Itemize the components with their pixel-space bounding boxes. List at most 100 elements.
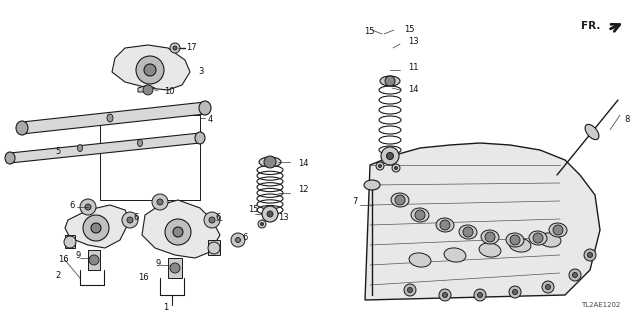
Circle shape — [152, 194, 168, 210]
Circle shape — [569, 269, 581, 281]
Circle shape — [404, 284, 416, 296]
Circle shape — [236, 237, 241, 243]
Circle shape — [83, 215, 109, 241]
Polygon shape — [168, 258, 182, 278]
Ellipse shape — [364, 180, 380, 190]
Polygon shape — [112, 45, 190, 90]
Ellipse shape — [195, 132, 205, 144]
Ellipse shape — [5, 152, 15, 164]
Circle shape — [387, 153, 394, 159]
Polygon shape — [65, 235, 75, 248]
Circle shape — [262, 206, 278, 222]
Polygon shape — [138, 85, 155, 92]
Circle shape — [510, 235, 520, 245]
Text: 14: 14 — [298, 158, 308, 167]
Circle shape — [415, 210, 425, 220]
Ellipse shape — [380, 76, 400, 86]
Circle shape — [463, 227, 473, 237]
Text: 10: 10 — [164, 87, 175, 97]
Text: FR.: FR. — [580, 21, 600, 31]
Circle shape — [85, 204, 91, 210]
Circle shape — [80, 199, 96, 215]
Polygon shape — [10, 133, 200, 163]
Circle shape — [509, 286, 521, 298]
Text: 11: 11 — [408, 63, 419, 73]
Circle shape — [136, 56, 164, 84]
Circle shape — [439, 289, 451, 301]
Circle shape — [394, 166, 397, 170]
Circle shape — [545, 284, 550, 290]
Ellipse shape — [391, 193, 409, 207]
Circle shape — [553, 225, 563, 235]
Circle shape — [485, 232, 495, 242]
Circle shape — [376, 162, 384, 170]
Circle shape — [264, 156, 276, 168]
Text: 6: 6 — [133, 213, 138, 222]
Ellipse shape — [259, 157, 281, 167]
Circle shape — [477, 292, 483, 298]
Ellipse shape — [409, 253, 431, 267]
Text: 13: 13 — [278, 212, 289, 221]
Circle shape — [395, 195, 405, 205]
Ellipse shape — [549, 223, 567, 237]
Circle shape — [440, 220, 450, 230]
Ellipse shape — [481, 230, 499, 244]
Circle shape — [204, 212, 220, 228]
Ellipse shape — [506, 233, 524, 247]
Circle shape — [127, 217, 133, 223]
Text: 15: 15 — [248, 204, 259, 213]
Text: 15: 15 — [364, 28, 374, 36]
Circle shape — [157, 199, 163, 205]
Ellipse shape — [436, 218, 454, 232]
Circle shape — [173, 46, 177, 50]
Circle shape — [260, 222, 264, 226]
Circle shape — [513, 290, 518, 294]
Text: 9: 9 — [155, 259, 160, 268]
Polygon shape — [208, 240, 220, 255]
Circle shape — [533, 233, 543, 243]
Circle shape — [584, 249, 596, 261]
Text: 12: 12 — [298, 186, 308, 195]
Circle shape — [381, 147, 399, 165]
Ellipse shape — [16, 121, 28, 135]
Circle shape — [209, 217, 215, 223]
Text: 6: 6 — [242, 233, 248, 242]
Circle shape — [392, 164, 400, 172]
Ellipse shape — [459, 225, 477, 239]
Text: 4: 4 — [208, 116, 213, 124]
Polygon shape — [365, 143, 600, 300]
Circle shape — [144, 64, 156, 76]
Text: 1: 1 — [163, 302, 168, 311]
Ellipse shape — [509, 238, 531, 252]
Circle shape — [267, 211, 273, 217]
Polygon shape — [88, 250, 100, 270]
Polygon shape — [65, 205, 130, 248]
Text: 15: 15 — [404, 26, 415, 35]
Circle shape — [122, 212, 138, 228]
Circle shape — [542, 281, 554, 293]
Text: 6: 6 — [69, 201, 74, 210]
Text: 16: 16 — [58, 255, 68, 265]
Circle shape — [173, 227, 183, 237]
Text: 3: 3 — [198, 68, 204, 76]
Text: 16: 16 — [138, 274, 148, 283]
Circle shape — [170, 263, 180, 273]
Circle shape — [378, 164, 381, 167]
Circle shape — [258, 220, 266, 228]
Text: 9: 9 — [75, 251, 80, 260]
Circle shape — [64, 236, 76, 248]
Circle shape — [170, 43, 180, 53]
Circle shape — [385, 76, 395, 86]
Circle shape — [408, 287, 413, 292]
Text: 7: 7 — [352, 197, 357, 206]
Text: 13: 13 — [408, 37, 419, 46]
Circle shape — [231, 233, 245, 247]
Bar — [100, 115, 200, 200]
Text: 5: 5 — [55, 148, 60, 156]
Ellipse shape — [529, 231, 547, 245]
Polygon shape — [22, 102, 205, 134]
Ellipse shape — [479, 243, 501, 257]
Ellipse shape — [107, 114, 113, 122]
Ellipse shape — [77, 145, 83, 151]
Ellipse shape — [539, 233, 561, 247]
